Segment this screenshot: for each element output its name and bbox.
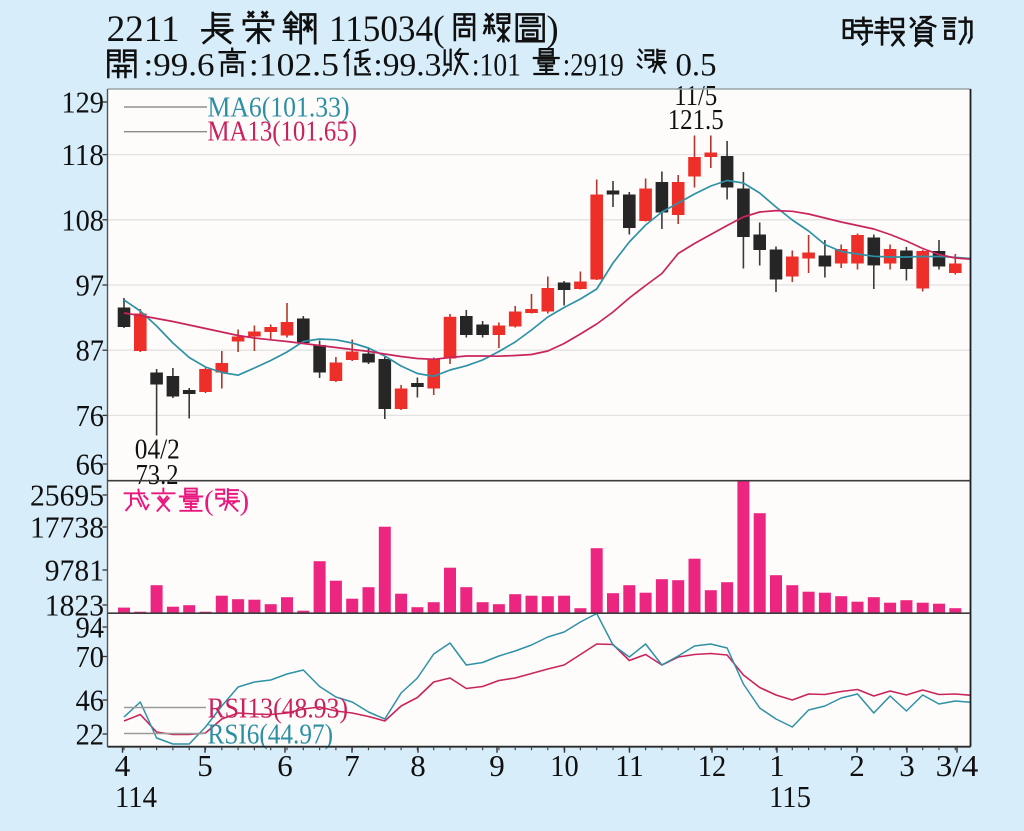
svg-text:12: 12 bbox=[698, 748, 726, 783]
svg-text:3/4: 3/4 bbox=[936, 748, 979, 783]
svg-text:1823: 1823 bbox=[45, 588, 104, 623]
svg-text::99.3: :99.3 bbox=[373, 48, 441, 84]
svg-text:): ) bbox=[547, 8, 559, 49]
svg-text:8: 8 bbox=[410, 748, 426, 783]
svg-text:66: 66 bbox=[76, 447, 104, 482]
svg-text:1: 1 bbox=[769, 748, 785, 783]
svg-text:76: 76 bbox=[76, 398, 104, 433]
svg-text:73.2: 73.2 bbox=[136, 459, 179, 491]
svg-text:129: 129 bbox=[61, 85, 104, 120]
svg-text:114: 114 bbox=[115, 779, 157, 814]
svg-text::101: :101 bbox=[472, 48, 521, 84]
svg-text:46: 46 bbox=[76, 683, 104, 718]
svg-text:04/2: 04/2 bbox=[135, 434, 180, 466]
svg-text:115: 115 bbox=[769, 779, 811, 814]
svg-text:22: 22 bbox=[76, 717, 104, 752]
svg-text:9781: 9781 bbox=[45, 553, 104, 588]
svg-text:2211: 2211 bbox=[107, 8, 180, 49]
svg-text::2919: :2919 bbox=[563, 48, 624, 84]
svg-text:MA13(101.65): MA13(101.65) bbox=[208, 116, 358, 148]
svg-text:RSI13(48.93): RSI13(48.93) bbox=[208, 693, 349, 725]
svg-text:17738: 17738 bbox=[30, 510, 104, 545]
svg-text:): ) bbox=[240, 485, 250, 517]
svg-text:108: 108 bbox=[61, 202, 104, 237]
svg-text:118: 118 bbox=[61, 137, 104, 172]
svg-text:MA6(101.33): MA6(101.33) bbox=[208, 92, 350, 124]
svg-text:25695: 25695 bbox=[30, 478, 104, 513]
svg-text:11/5: 11/5 bbox=[674, 80, 717, 112]
svg-text:10: 10 bbox=[550, 748, 578, 783]
svg-text:70: 70 bbox=[76, 639, 104, 674]
svg-text:115034(: 115034( bbox=[329, 8, 445, 49]
svg-text:9: 9 bbox=[489, 748, 505, 783]
svg-text:6: 6 bbox=[277, 748, 293, 783]
svg-text:0.5: 0.5 bbox=[676, 48, 717, 84]
svg-text::102.5: :102.5 bbox=[249, 48, 339, 84]
svg-text:RSI6(44.97): RSI6(44.97) bbox=[208, 719, 334, 751]
svg-text:5: 5 bbox=[197, 748, 213, 783]
svg-text:11: 11 bbox=[615, 748, 643, 783]
svg-text:94: 94 bbox=[76, 610, 105, 645]
svg-text:4: 4 bbox=[115, 748, 131, 783]
svg-text:7: 7 bbox=[344, 748, 360, 783]
svg-text:2: 2 bbox=[849, 748, 865, 783]
svg-text:(: ( bbox=[204, 485, 214, 517]
svg-text:97: 97 bbox=[76, 268, 104, 303]
svg-text:87: 87 bbox=[76, 333, 104, 368]
svg-text:121.5: 121.5 bbox=[668, 104, 724, 136]
svg-text::99.6: :99.6 bbox=[144, 48, 215, 84]
svg-text:3: 3 bbox=[899, 748, 915, 783]
